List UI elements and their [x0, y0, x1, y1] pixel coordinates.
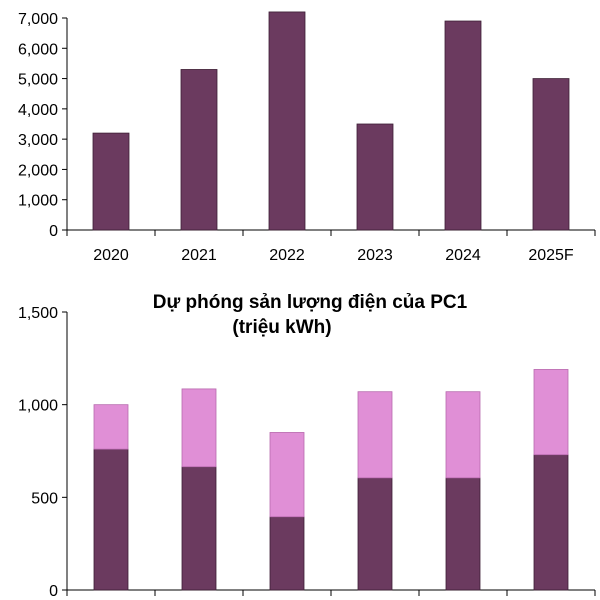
- bar: [180, 69, 218, 231]
- x-tick-label: 2025F: [528, 247, 574, 264]
- bar-segment-upper: [533, 369, 569, 456]
- bar-segment-lower: [533, 454, 569, 591]
- y-tick-label: 6,000: [18, 41, 58, 58]
- x-tick-label: 2022: [269, 247, 305, 264]
- y-tick-label: 5,000: [18, 72, 58, 89]
- bar: [444, 20, 482, 231]
- bar-segment-upper: [357, 391, 393, 479]
- bar-segment-lower: [445, 477, 481, 591]
- chart-subtitle: (triệu kWh): [232, 317, 331, 338]
- bar: [356, 123, 394, 231]
- bar: [532, 78, 570, 231]
- y-tick-label: 4,000: [18, 102, 58, 119]
- bar: [92, 132, 130, 231]
- y-tick-label: 0: [49, 223, 58, 240]
- bar-segment-upper: [269, 432, 305, 518]
- bar-segment-lower: [181, 466, 217, 591]
- y-tick-label: 1,000: [18, 193, 58, 210]
- x-tick-label: 2021: [181, 247, 217, 264]
- power-output-stacked-chart: Dự phóng sản lượng điện của PC1 (triệu kW…: [18, 292, 596, 600]
- y-tick-label: 7,000: [18, 11, 58, 28]
- bar: [268, 11, 306, 231]
- y-tick-label: 3,000: [18, 132, 58, 149]
- y-tick-label: 1,500: [18, 305, 58, 322]
- y-tick-label: 2,000: [18, 162, 58, 179]
- bar-segment-lower: [357, 477, 393, 591]
- y-tick-label: 500: [31, 490, 58, 507]
- bar-segment-upper: [445, 391, 481, 479]
- annual-bar-chart: 0 1,000 2,000 3,000 4,000 5,000 6,000 7,000 2020…: [18, 11, 596, 264]
- x-tick-label: 2023: [357, 247, 393, 264]
- x-tick-label: 2024: [445, 247, 481, 264]
- bar-segment-upper: [93, 404, 129, 450]
- bar-segment-lower: [93, 448, 129, 591]
- y-tick-label: 0: [49, 583, 58, 600]
- y-tick-label: 1,000: [18, 398, 58, 415]
- bar-segment-upper: [181, 388, 217, 468]
- bar-segment-lower: [269, 516, 305, 591]
- x-tick-label: 2020: [93, 247, 129, 264]
- chart-title: Dự phóng sản lượng điện của PC1: [153, 292, 468, 313]
